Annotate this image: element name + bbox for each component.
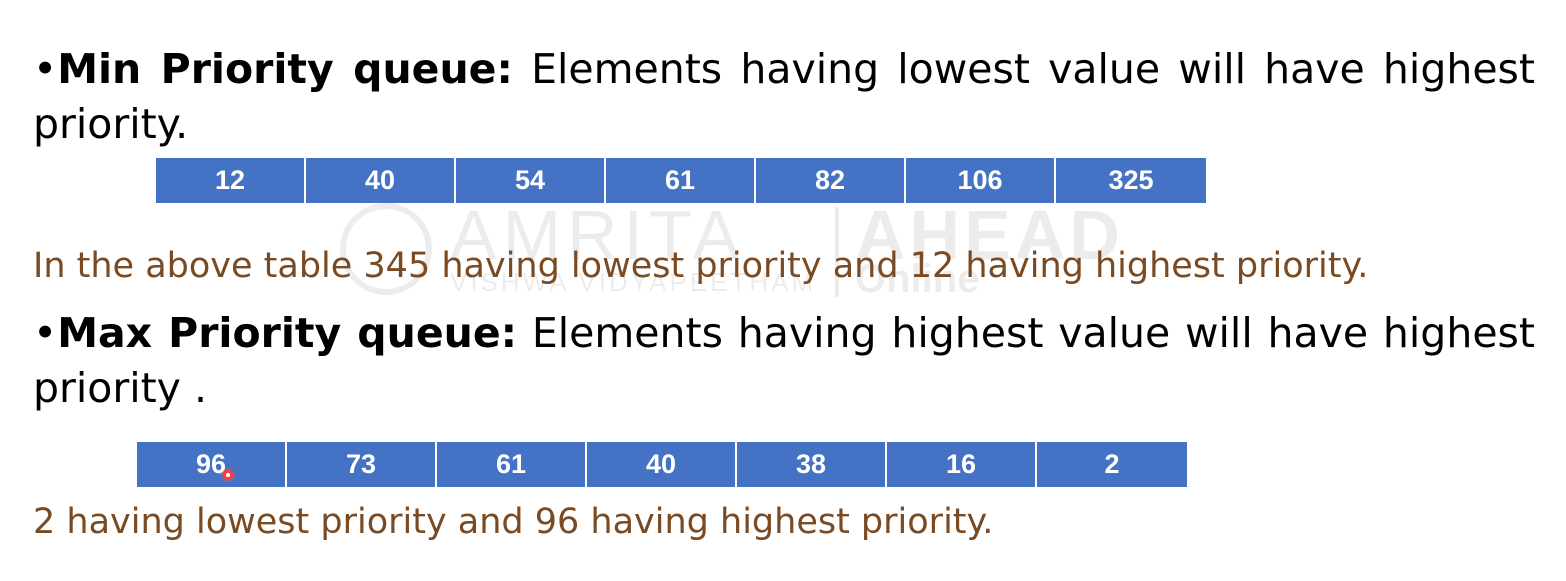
array-cell: 106 xyxy=(906,158,1056,203)
max-priority-description: Elements having highest value will have … xyxy=(33,309,1535,412)
max-priority-array: 96 73 61 40 38 16 2 xyxy=(137,442,1187,487)
array-cell: 82 xyxy=(756,158,906,203)
array-cell: 61 xyxy=(606,158,756,203)
min-priority-definition: •Min Priority queue: Elements having low… xyxy=(33,42,1535,152)
max-priority-term: Max Priority queue: xyxy=(57,309,518,357)
bullet-icon: • xyxy=(33,45,58,93)
max-priority-definition: •Max Priority queue: Elements having hig… xyxy=(33,306,1535,416)
array-cell: 54 xyxy=(456,158,606,203)
min-priority-description: Elements having lowest value will have h… xyxy=(33,45,1535,148)
array-cell: 61 xyxy=(437,442,587,487)
bullet-icon: • xyxy=(33,309,58,357)
array-cell: 40 xyxy=(587,442,737,487)
min-priority-array: 12 40 54 61 82 106 325 xyxy=(156,158,1206,203)
array-cell: 40 xyxy=(306,158,456,203)
array-cell: 96 xyxy=(137,442,287,487)
array-cell: 38 xyxy=(737,442,887,487)
array-cell: 73 xyxy=(287,442,437,487)
laser-pointer-icon xyxy=(223,470,233,480)
array-cell: 2 xyxy=(1037,442,1187,487)
array-cell: 325 xyxy=(1056,158,1206,203)
min-priority-note: In the above table 345 having lowest pri… xyxy=(33,246,1369,286)
max-priority-note: 2 having lowest priority and 96 having h… xyxy=(33,502,994,542)
array-cell: 12 xyxy=(156,158,306,203)
array-cell: 16 xyxy=(887,442,1037,487)
min-priority-term: Min Priority queue: xyxy=(57,45,513,93)
